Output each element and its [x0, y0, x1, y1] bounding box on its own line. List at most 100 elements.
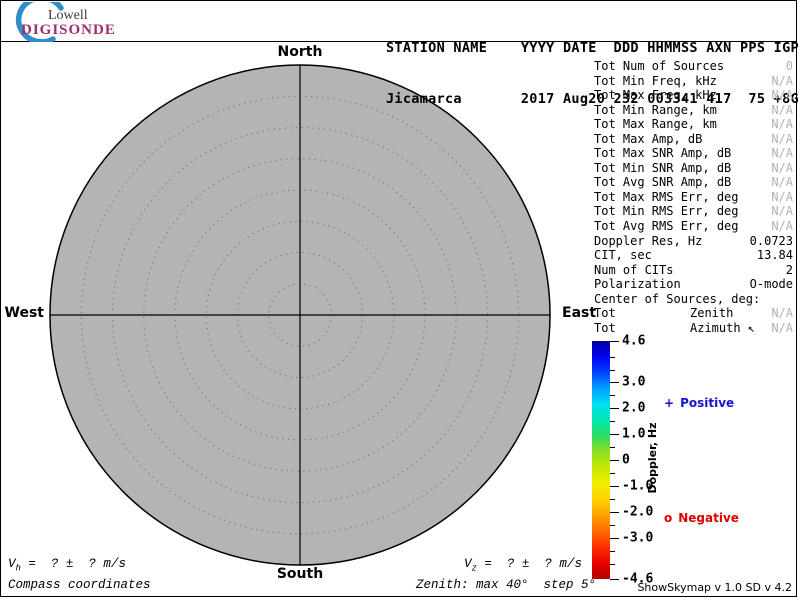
colorbar-minor-tick: [610, 524, 615, 526]
colorbar-minor-tick: [610, 369, 615, 371]
stat-row: Tot Max Amp, dB N/A: [594, 132, 793, 147]
colorbar-tick-label: 3.0: [622, 374, 646, 390]
stat-row: Tot Min Freq, kHz N/A: [594, 74, 793, 89]
plus-marker-icon: +: [664, 396, 675, 410]
compass-label-north: North: [277, 44, 323, 60]
stat-label: Center of Sources, deg:: [594, 291, 761, 306]
colorbar-tick-label: -1.0: [622, 478, 654, 494]
stat-value: N/A: [771, 146, 793, 161]
colorbar-major-tick: [610, 511, 619, 513]
lowell-digisonde-logo: Lowell DIGISONDE: [6, 2, 136, 42]
header-divider: [0, 41, 797, 42]
legend-positive: + Positive: [664, 396, 734, 410]
stat-row: Tot Max Range, km N/A: [594, 117, 793, 132]
colorbar-minor-tick: [610, 421, 615, 423]
colorbar-minor-tick: [610, 498, 615, 500]
colorbar-minor-tick: [610, 550, 615, 552]
stat-value: N/A: [771, 73, 793, 88]
software-version-label: ShowSkymap v 1.0 SD v 4.2: [637, 581, 792, 594]
stat-label: Tot Max RMS Err, deg: [594, 189, 739, 204]
zenith-scale-label: Zenith: max 40° step 5°: [416, 578, 597, 592]
stat-value: O-mode: [749, 277, 793, 292]
colorbar-tick-label: -4.6: [622, 571, 654, 587]
logo-digisonde-text: DIGISONDE: [21, 22, 116, 38]
stat-label: Doppler Res, Hz: [594, 233, 703, 248]
colorbar-major-tick: [610, 341, 619, 342]
stat-label: Tot Min RMS Err, deg: [594, 204, 739, 219]
stat-row: CIT, sec 13.84: [594, 248, 793, 263]
colorbar-tick-label: 4.6: [622, 333, 646, 349]
colorbar-minor-tick: [610, 356, 615, 358]
logo-arc-icon: [15, 2, 64, 42]
stat-value: N/A: [771, 189, 793, 204]
stat-label: Tot: [594, 320, 616, 335]
stat-label: Tot: [594, 306, 616, 321]
stat-sublabel: Zenith: [690, 306, 734, 321]
colorbar-tick-label: -3.0: [622, 530, 654, 546]
stat-row: Center of Sources, deg:: [594, 292, 793, 307]
stat-row: Polarization O-mode: [594, 277, 793, 292]
stat-label: Tot Min Range, km: [594, 102, 717, 117]
colorbar-minor-tick: [610, 472, 615, 474]
logo-lowell-text: Lowell: [48, 8, 88, 23]
colorbar-minor-tick: [610, 563, 615, 565]
stat-row: Tot Max RMS Err, deg N/A: [594, 190, 793, 205]
stat-value: 2: [785, 262, 793, 277]
stat-label: Tot Avg SNR Amp, dB: [594, 175, 732, 190]
stat-value: N/A: [771, 160, 793, 175]
stat-value: N/A: [771, 219, 793, 234]
stat-value: 13.84: [756, 248, 793, 263]
colorbar-major-tick: [610, 579, 619, 580]
station-header-values: Jicamarca 2017 Aug20 232 003341 417 75 +…: [386, 91, 799, 107]
coordinate-system-label: Compass coordinates: [8, 578, 151, 592]
horizontal-velocity-readout: Vh = ? ± ? m/s: [8, 557, 126, 574]
stats-panel: Tot Num of Sources 0 Tot Min Freq, kHz N/A T…: [594, 59, 793, 335]
colorbar-tick-label: 2.0: [622, 400, 646, 416]
compass-label-west: West: [4, 305, 44, 321]
stat-row: Tot Zenith N/A: [594, 306, 793, 321]
colorbar-major-tick: [610, 537, 619, 539]
stat-label: Tot Min SNR Amp, dB: [594, 160, 732, 175]
colorbar-minor-tick: [610, 395, 615, 397]
doppler-colorbar: [592, 341, 610, 579]
compass-label-east: East: [562, 305, 597, 321]
legend-positive-label: Positive: [680, 396, 735, 410]
stat-value: N/A: [771, 306, 793, 321]
stat-label: Polarization: [594, 277, 681, 292]
legend-negative: o Negative: [664, 511, 739, 525]
stat-value: 0.0723: [749, 233, 793, 248]
stat-value: N/A: [771, 102, 793, 117]
colorbar-tick-label: 1.0: [622, 426, 646, 442]
station-header-labels: STATION NAME YYYY DATE DDD HHMMSS AXN PP…: [386, 40, 799, 56]
stat-label: Tot Num of Sources: [594, 59, 725, 73]
stat-value: N/A: [771, 175, 793, 190]
compass-label-south: South: [276, 566, 324, 582]
stat-label: Tot Max Range, km: [594, 117, 717, 132]
colorbar-ticks: [610, 341, 650, 580]
legend-negative-label: Negative: [678, 511, 739, 525]
stat-row: Tot Max Freq, kHz N/A: [594, 88, 793, 103]
stat-row: Tot Max SNR Amp, dB N/A: [594, 146, 793, 161]
stat-row: Tot Min SNR Amp, dB N/A: [594, 161, 793, 176]
colorbar-axis-title: Doppler, Hz: [645, 422, 659, 494]
stat-value: N/A: [771, 204, 793, 219]
stat-row: Tot Min Range, km N/A: [594, 103, 793, 118]
stat-value: N/A: [771, 117, 793, 132]
circle-marker-icon: o: [664, 511, 673, 525]
stat-value: N/A: [771, 88, 793, 103]
stat-value: 0: [785, 59, 793, 73]
station-header: STATION NAME YYYY DATE DDD HHMMSS AXN PP…: [386, 6, 799, 142]
stat-row: Num of CITs 2: [594, 263, 793, 278]
colorbar-major-tick: [610, 408, 619, 410]
vertical-velocity-readout: Vz = ? ± ? m/s: [464, 557, 582, 574]
stat-row: Tot Avg SNR Amp, dB N/A: [594, 175, 793, 190]
stat-row: Tot Min RMS Err, deg N/A: [594, 204, 793, 219]
stat-row: Tot Num of Sources 0: [594, 59, 793, 74]
stat-label: Tot Min Freq, kHz: [594, 73, 717, 88]
stat-label: Tot Avg RMS Err, deg: [594, 219, 739, 234]
stat-label: Tot Max Amp, dB: [594, 131, 703, 146]
stat-label: Tot Max SNR Amp, dB: [594, 146, 732, 161]
stat-label: Tot Max Freq, kHz: [594, 88, 717, 103]
colorbar-tick-label: -2.0: [622, 504, 654, 520]
